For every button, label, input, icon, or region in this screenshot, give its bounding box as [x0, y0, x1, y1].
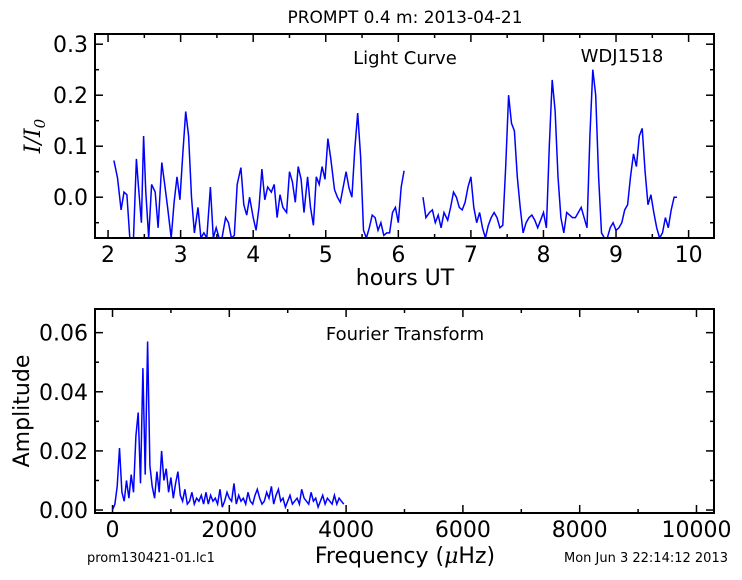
light-curve-annotation: Light Curve [353, 48, 457, 69]
fourier-xtick-label: 6000 [435, 518, 491, 543]
footer-filename: prom130421-01.lc1 [87, 551, 215, 566]
light-curve-xtick-label: 3 [174, 243, 188, 268]
ylabel-i0: I [21, 127, 46, 138]
fourier-ticks: 0 2000 4000 6000 8000 10000 0.00 0.02 0.04 0.06 [39, 309, 731, 543]
light-curve-xtick-label: 5 [319, 243, 333, 268]
fourier-panel: 0 2000 4000 6000 8000 10000 0.00 0.02 0.04 0.06 F… [10, 308, 731, 569]
light-curve-series-line [422, 69, 677, 238]
fourier-xtick-label: 8000 [552, 518, 608, 543]
fourier-xtick-label: 10000 [661, 518, 731, 543]
fourier-ytick-label: 0.04 [39, 381, 88, 406]
light-curve-xtick-label: 9 [609, 243, 623, 268]
figure-title: PROMPT 0.4 m: 2013-04-21 [287, 8, 522, 28]
light-curve-xlabel: hours UT [356, 266, 455, 291]
fourier-annotation: Fourier Transform [326, 324, 484, 345]
light-curve-xtick-label: 4 [246, 243, 260, 268]
fourier-ylabel: Amplitude [10, 355, 35, 468]
light-curve-ytick-label: 0.0 [53, 186, 88, 211]
light-curve-ytick-label: 0.1 [53, 135, 88, 160]
light-curve-panel: 2 3 4 5 6 7 8 9 10 0.0 0.1 0.2 0.3 Light Curve WDJ15… [21, 33, 715, 291]
light-curve-xtick-label: 6 [391, 243, 405, 268]
fourier-xtick-label: 2000 [201, 518, 257, 543]
light-curve-ylabel: I/I0 [21, 118, 49, 154]
object-label: WDJ1518 [581, 46, 664, 67]
fourier-series-line [111, 341, 345, 511]
light-curve-ticks: 2 3 4 5 6 7 8 9 10 0.0 0.1 0.2 0.3 [53, 33, 714, 268]
fourier-xlabel: Frequency (μHz) [315, 544, 495, 569]
light-curve-ytick-label: 0.3 [53, 33, 88, 58]
light-curve-frame [94, 33, 715, 239]
ylabel-slash: / [21, 134, 46, 146]
fourier-ytick-label: 0.00 [39, 499, 88, 524]
fourier-xtick-label: 4000 [318, 518, 374, 543]
xlabel-part-2: Hz) [458, 544, 495, 569]
light-curve-xtick-label: 8 [536, 243, 550, 268]
light-curve-series-line [113, 111, 405, 238]
fourier-ytick-label: 0.02 [39, 440, 88, 465]
light-curve-xtick-label: 7 [464, 243, 478, 268]
fourier-frame [94, 308, 715, 514]
ylabel-i: I [21, 143, 46, 154]
footer-timestamp: Mon Jun 3 22:14:12 2013 [564, 551, 728, 566]
light-curve-xtick-label: 2 [101, 243, 115, 268]
fourier-xtick-label: 0 [106, 518, 120, 543]
xlabel-part-1: Frequency ( [315, 544, 444, 569]
ylabel-subscript: 0 [31, 118, 49, 128]
fourier-series [111, 341, 345, 511]
light-curve-ytick-label: 0.2 [53, 84, 88, 109]
xlabel-mu: μ [444, 544, 458, 569]
light-curve-series [113, 69, 677, 238]
light-curve-xtick-label: 10 [675, 243, 703, 268]
fourier-ytick-label: 0.06 [39, 322, 88, 347]
